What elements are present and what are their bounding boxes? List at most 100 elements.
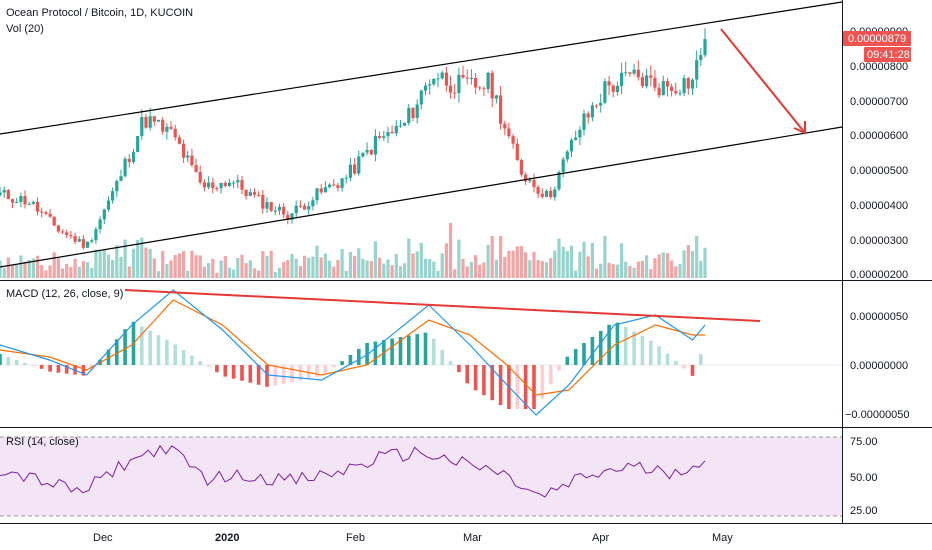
macd-histogram-bar: [190, 355, 194, 365]
macd-histogram-bar: [14, 359, 19, 365]
volume-bar: [544, 262, 549, 278]
volume-bar: [386, 259, 390, 278]
volume-bar: [369, 261, 373, 278]
macd-histogram-bar: [323, 365, 328, 374]
volume-bar: [699, 260, 703, 278]
projection-arrow[interactable]: [720, 28, 806, 135]
volume-bar: [532, 251, 536, 278]
macd-histogram-bar: [407, 335, 411, 365]
candle-body: [382, 136, 386, 138]
candle-body: [215, 188, 219, 190]
macd-histogram-bar: [415, 334, 419, 365]
macd-histogram-bar: [598, 330, 603, 365]
volume-bar: [302, 255, 307, 278]
candle-body: [23, 196, 27, 205]
time-label-may: May: [712, 532, 733, 544]
candle-body: [0, 192, 2, 196]
macd-signal-line[interactable]: [0, 299, 705, 396]
macd-histogram-bar: [181, 349, 186, 365]
projection-arrow-shaft: [720, 28, 806, 134]
candle-body: [294, 205, 298, 214]
candle-body: [632, 69, 636, 74]
channel-lower-line[interactable]: [0, 126, 843, 268]
macd-histogram-bar: [490, 365, 494, 401]
macd-histogram-bar: [198, 361, 202, 365]
candle-body: [119, 176, 123, 181]
candle-body: [73, 236, 77, 242]
macd-histogram-bar: [523, 365, 528, 409]
volume-bar: [86, 262, 90, 278]
candle-body: [194, 165, 198, 173]
volume-bar: [98, 251, 102, 278]
volume-bar: [48, 265, 52, 278]
candle-body: [81, 239, 85, 248]
volume-bar: [373, 241, 377, 278]
candle-body: [286, 214, 290, 220]
volume-bar: [286, 260, 290, 278]
candle-body: [86, 241, 90, 248]
candle-body: [482, 88, 486, 90]
candle-body: [257, 194, 261, 196]
volume-bar: [186, 270, 190, 278]
macd-histogram-bar: [565, 356, 570, 365]
candle-body: [290, 213, 294, 220]
macd-histogram-bar: [557, 365, 561, 371]
candle-body: [682, 78, 686, 94]
price-tick-4: 0.00000600: [850, 130, 908, 142]
macd-histogram-bar: [482, 365, 486, 396]
macd-histogram-bar: [690, 365, 695, 376]
candle-body: [269, 202, 273, 211]
volume-bar: [240, 254, 244, 278]
macd-histogram-bar: [48, 365, 52, 372]
candle-body: [131, 152, 136, 163]
candle-body: [248, 192, 252, 196]
candle-body: [507, 128, 511, 137]
volume-bar: [0, 260, 2, 278]
candle-body: [503, 123, 507, 129]
candle-body: [273, 210, 277, 212]
volume-bar: [682, 250, 686, 278]
volume-bar: [382, 263, 386, 278]
volume-bar: [140, 237, 144, 278]
macd-histogram-bar: [423, 332, 428, 365]
macd-histogram-bar: [682, 365, 686, 369]
volume-bar: [411, 253, 415, 278]
candle-body: [223, 182, 227, 186]
candle-body: [469, 78, 473, 79]
volume-bar: [81, 261, 85, 278]
volume-bar: [482, 262, 486, 278]
candle-body: [378, 136, 382, 138]
candle-body: [636, 69, 640, 78]
countdown-badge: [864, 47, 911, 62]
price-candles[interactable]: [0, 28, 707, 250]
volume-bar: [328, 260, 332, 278]
macd-line[interactable]: [0, 289, 706, 416]
macd-divergence-trendline[interactable]: [124, 289, 761, 322]
volume-bar: [649, 269, 653, 278]
macd-histogram-bar: [331, 365, 336, 368]
candle-body: [77, 239, 81, 242]
volume-bar: [152, 258, 156, 278]
rsi-line[interactable]: [0, 444, 706, 498]
last-price-badge[interactable]: [843, 31, 911, 46]
volume-bar: [665, 253, 670, 278]
macd-histogram-bar: [373, 341, 378, 365]
volume-bar: [419, 242, 423, 278]
candle-body: [177, 137, 181, 144]
macd-histogram-bar: [64, 365, 69, 374]
volume-bar: [499, 236, 503, 278]
macd-histogram-bar: [515, 365, 520, 409]
channel-upper-line[interactable]: [0, 1, 843, 135]
candle-body: [148, 116, 152, 128]
volume-bar: [453, 269, 457, 278]
volume-bar: [640, 260, 644, 278]
volume-bar: [298, 266, 302, 278]
volume-bar: [428, 259, 432, 278]
projection-arrow-head: [793, 121, 806, 135]
volume-bar: [294, 258, 298, 278]
candle-body: [336, 185, 340, 188]
candle-body: [590, 105, 594, 118]
candle-body: [415, 104, 419, 118]
candle-body: [628, 72, 632, 74]
